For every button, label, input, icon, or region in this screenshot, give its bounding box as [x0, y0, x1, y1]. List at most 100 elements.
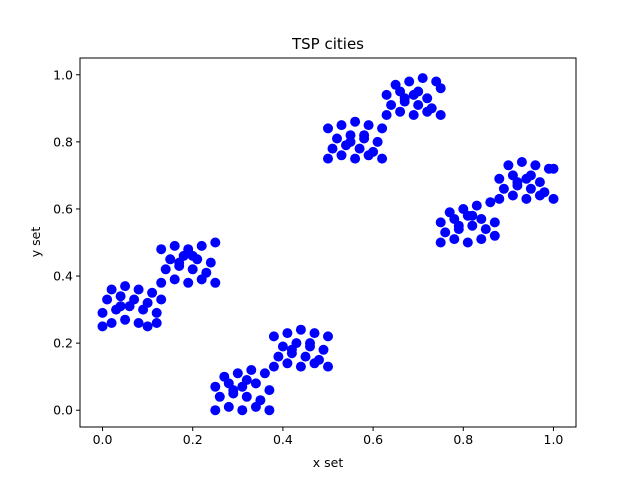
plot-frame — [79, 57, 577, 428]
city-point — [440, 227, 451, 238]
y-tick-label: 0.4 — [53, 269, 73, 284]
city-point — [548, 193, 559, 204]
city-point — [372, 136, 383, 147]
city-point — [381, 110, 392, 120]
city-point — [241, 375, 252, 385]
city-point — [246, 365, 257, 375]
city-point — [264, 385, 275, 396]
city-point — [354, 143, 365, 154]
city-point — [142, 297, 153, 308]
city-point — [120, 314, 131, 325]
x-axis-title: x set — [313, 455, 344, 470]
city-point — [467, 220, 478, 231]
city-point — [169, 274, 180, 285]
x-tick-label: 0.6 — [363, 432, 383, 447]
city-point — [476, 214, 487, 224]
city-point — [210, 381, 221, 392]
city-point — [187, 250, 198, 261]
city-point — [503, 160, 514, 171]
city-point — [241, 391, 252, 402]
city-point — [273, 351, 284, 362]
city-point — [467, 210, 478, 221]
city-point — [314, 354, 324, 365]
city-point — [97, 321, 108, 332]
city-point — [282, 358, 293, 369]
city-point — [160, 264, 171, 275]
city-point — [350, 153, 361, 164]
city-point — [323, 361, 333, 372]
city-point — [543, 163, 554, 174]
city-point — [516, 157, 527, 167]
city-point — [489, 230, 500, 241]
city-point — [169, 240, 180, 251]
city-point — [332, 133, 342, 144]
city-point — [417, 73, 428, 84]
city-point — [386, 100, 397, 110]
city-point — [525, 170, 536, 181]
city-point — [156, 294, 167, 305]
city-point — [390, 79, 401, 90]
city-point — [350, 116, 361, 127]
city-point — [264, 405, 275, 416]
city-point — [453, 220, 464, 231]
x-tick-label: 1.0 — [544, 432, 564, 447]
city-point — [205, 257, 216, 268]
city-point — [165, 254, 176, 265]
city-point — [336, 150, 347, 161]
city-point — [458, 204, 469, 214]
city-point — [498, 183, 509, 194]
y-tick-label: 0.2 — [53, 336, 73, 351]
city-point — [494, 193, 505, 204]
city-point — [259, 368, 270, 379]
city-point — [359, 130, 370, 141]
city-point — [413, 86, 424, 97]
city-point — [435, 217, 446, 228]
y-axis-title: y set — [28, 227, 43, 258]
city-point — [426, 103, 437, 114]
city-point — [408, 110, 419, 120]
city-point — [318, 344, 329, 355]
city-point — [210, 237, 221, 248]
city-point — [250, 378, 261, 389]
city-point — [120, 281, 131, 292]
chart-title: TSP cities — [291, 35, 364, 53]
city-point — [449, 234, 460, 245]
city-point — [435, 237, 446, 248]
city-point — [183, 277, 194, 288]
city-point — [97, 307, 108, 318]
city-point — [435, 110, 446, 120]
city-point — [286, 344, 297, 355]
city-point — [485, 197, 496, 208]
city-point — [214, 391, 225, 402]
city-point — [399, 93, 410, 104]
city-point — [377, 153, 388, 164]
city-point — [363, 120, 374, 131]
city-point — [377, 123, 388, 134]
city-point — [223, 401, 234, 412]
city-point — [480, 224, 491, 235]
city-point — [210, 405, 221, 416]
city-point — [106, 284, 117, 295]
x-tick-label: 0.4 — [273, 432, 293, 447]
city-point — [106, 318, 117, 328]
city-point — [327, 143, 338, 154]
city-point — [507, 190, 518, 201]
city-point — [268, 331, 279, 342]
city-point — [156, 277, 167, 288]
x-tick-label: 0.0 — [93, 432, 113, 447]
city-point — [228, 385, 239, 396]
y-tick-label: 1.0 — [53, 67, 73, 82]
city-point — [521, 193, 532, 204]
city-point — [232, 368, 243, 379]
city-point — [151, 318, 162, 328]
city-point — [277, 341, 288, 352]
x-tick-label: 0.8 — [453, 432, 473, 447]
city-point — [476, 234, 487, 245]
city-point — [255, 395, 266, 406]
city-point — [530, 160, 541, 171]
city-point — [345, 136, 356, 147]
city-point — [368, 146, 379, 157]
city-point — [512, 177, 523, 188]
city-point — [219, 371, 230, 382]
